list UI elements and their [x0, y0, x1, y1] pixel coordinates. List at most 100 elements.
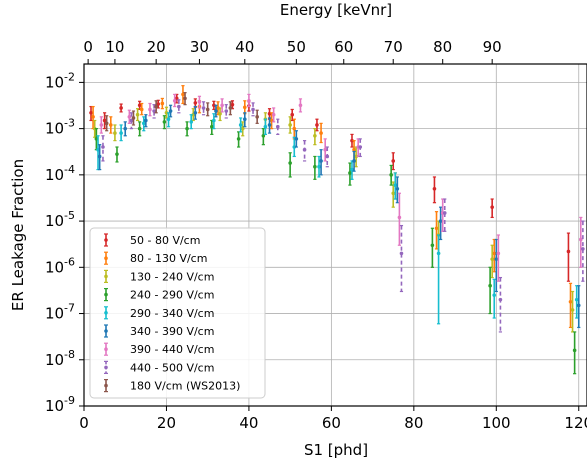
- data-point: [319, 131, 323, 135]
- data-point: [251, 107, 255, 112]
- data-point: [288, 161, 292, 165]
- data-point: [498, 297, 503, 302]
- top-tick-label: 40: [235, 38, 254, 56]
- y-tick-label: 10-4: [45, 163, 75, 184]
- data-point: [242, 105, 247, 110]
- data-point: [131, 116, 136, 120]
- data-point: [129, 118, 134, 123]
- data-point: [348, 171, 352, 175]
- data-point: [490, 257, 494, 261]
- data-point: [496, 251, 501, 256]
- data-point: [389, 173, 393, 177]
- x-tick-label: 80: [404, 414, 423, 432]
- data-point: [294, 137, 299, 141]
- legend-marker: [104, 274, 108, 279]
- data-point: [230, 102, 235, 107]
- data-point: [358, 145, 363, 149]
- data-point: [166, 117, 171, 121]
- data-point: [399, 251, 404, 256]
- top-tick-label: 70: [384, 38, 403, 56]
- y-axis-ticks: 10-9 10-8 10-7 10-6 10-5 10-4 10-3 10-2: [45, 70, 84, 415]
- y-tick-label: 10-6: [45, 255, 75, 276]
- data-point: [325, 154, 330, 159]
- x-tick-label: 20: [157, 414, 176, 432]
- data-point: [570, 308, 575, 312]
- data-point: [164, 110, 169, 115]
- top-tick-label: 90: [483, 38, 502, 56]
- legend-label: 390 - 440 V/cm: [130, 343, 214, 356]
- data-point: [242, 117, 247, 121]
- data-point: [97, 154, 102, 159]
- data-point: [432, 186, 437, 191]
- legend-marker: [104, 347, 108, 352]
- data-point: [263, 124, 268, 129]
- data-point: [185, 126, 189, 131]
- data-point: [391, 159, 396, 163]
- x-tick-label: 40: [239, 414, 258, 432]
- top-tick-label: 80: [433, 38, 452, 56]
- data-point: [197, 100, 202, 104]
- data-point: [317, 164, 321, 169]
- series: [94, 115, 577, 375]
- data-point: [115, 152, 119, 156]
- data-point: [391, 191, 396, 196]
- data-point: [393, 183, 398, 187]
- data-point: [568, 299, 573, 304]
- data-point: [205, 107, 210, 112]
- data-point: [572, 348, 577, 353]
- y-tick-label: 10-7: [45, 302, 75, 323]
- data-point: [89, 110, 93, 115]
- data-point: [218, 111, 222, 116]
- data-point: [104, 121, 109, 126]
- data-point: [352, 159, 356, 163]
- data-point: [101, 145, 105, 149]
- data-point: [123, 126, 128, 131]
- data-point: [292, 126, 297, 131]
- data-point: [154, 104, 158, 109]
- data-point: [181, 92, 185, 97]
- data-point: [247, 98, 251, 103]
- series: [92, 106, 575, 333]
- series: [101, 99, 585, 333]
- legend-marker: [104, 256, 108, 261]
- data-point: [436, 251, 441, 256]
- data-point: [255, 115, 259, 119]
- x-tick-label: 0: [79, 414, 89, 432]
- data-point: [152, 109, 156, 113]
- data-point: [102, 118, 107, 123]
- data-point: [271, 112, 276, 117]
- legend: 50 - 80 V/cm 80 - 130 V/cm 130 - 240 V/cm 2…: [89, 227, 266, 399]
- legend-label: 50 - 80 V/cm: [130, 234, 200, 247]
- top-tick-label: 20: [147, 38, 166, 56]
- data-point: [313, 133, 317, 138]
- x-tick-label: 60: [322, 414, 341, 432]
- legend-marker: [104, 365, 108, 370]
- legend-label: 180 V/cm (WS2013): [130, 380, 240, 393]
- data-point: [189, 120, 193, 124]
- data-point: [430, 243, 435, 248]
- data-point: [119, 106, 123, 110]
- data-point: [160, 101, 165, 106]
- data-point: [168, 109, 173, 113]
- y-tick-label: 10-9: [45, 394, 75, 415]
- x-tick-label: 120: [564, 414, 587, 432]
- series: [99, 93, 583, 282]
- legend-label: 130 - 240 V/cm: [130, 270, 214, 283]
- data-point: [212, 103, 216, 108]
- data-point: [275, 124, 280, 129]
- data-point: [201, 106, 206, 110]
- legend-marker: [104, 383, 108, 388]
- y-tick-label: 10-8: [45, 348, 75, 369]
- data-point: [162, 120, 167, 124]
- data-point: [240, 126, 245, 131]
- data-point: [579, 237, 583, 242]
- data-point: [238, 123, 243, 127]
- data-point: [113, 131, 117, 135]
- data-point: [323, 147, 327, 152]
- legend-marker: [104, 292, 108, 297]
- top-tick-label: 50: [287, 38, 306, 56]
- data-point: [574, 297, 579, 302]
- plot-frame: [83, 63, 587, 407]
- data-point: [395, 186, 400, 191]
